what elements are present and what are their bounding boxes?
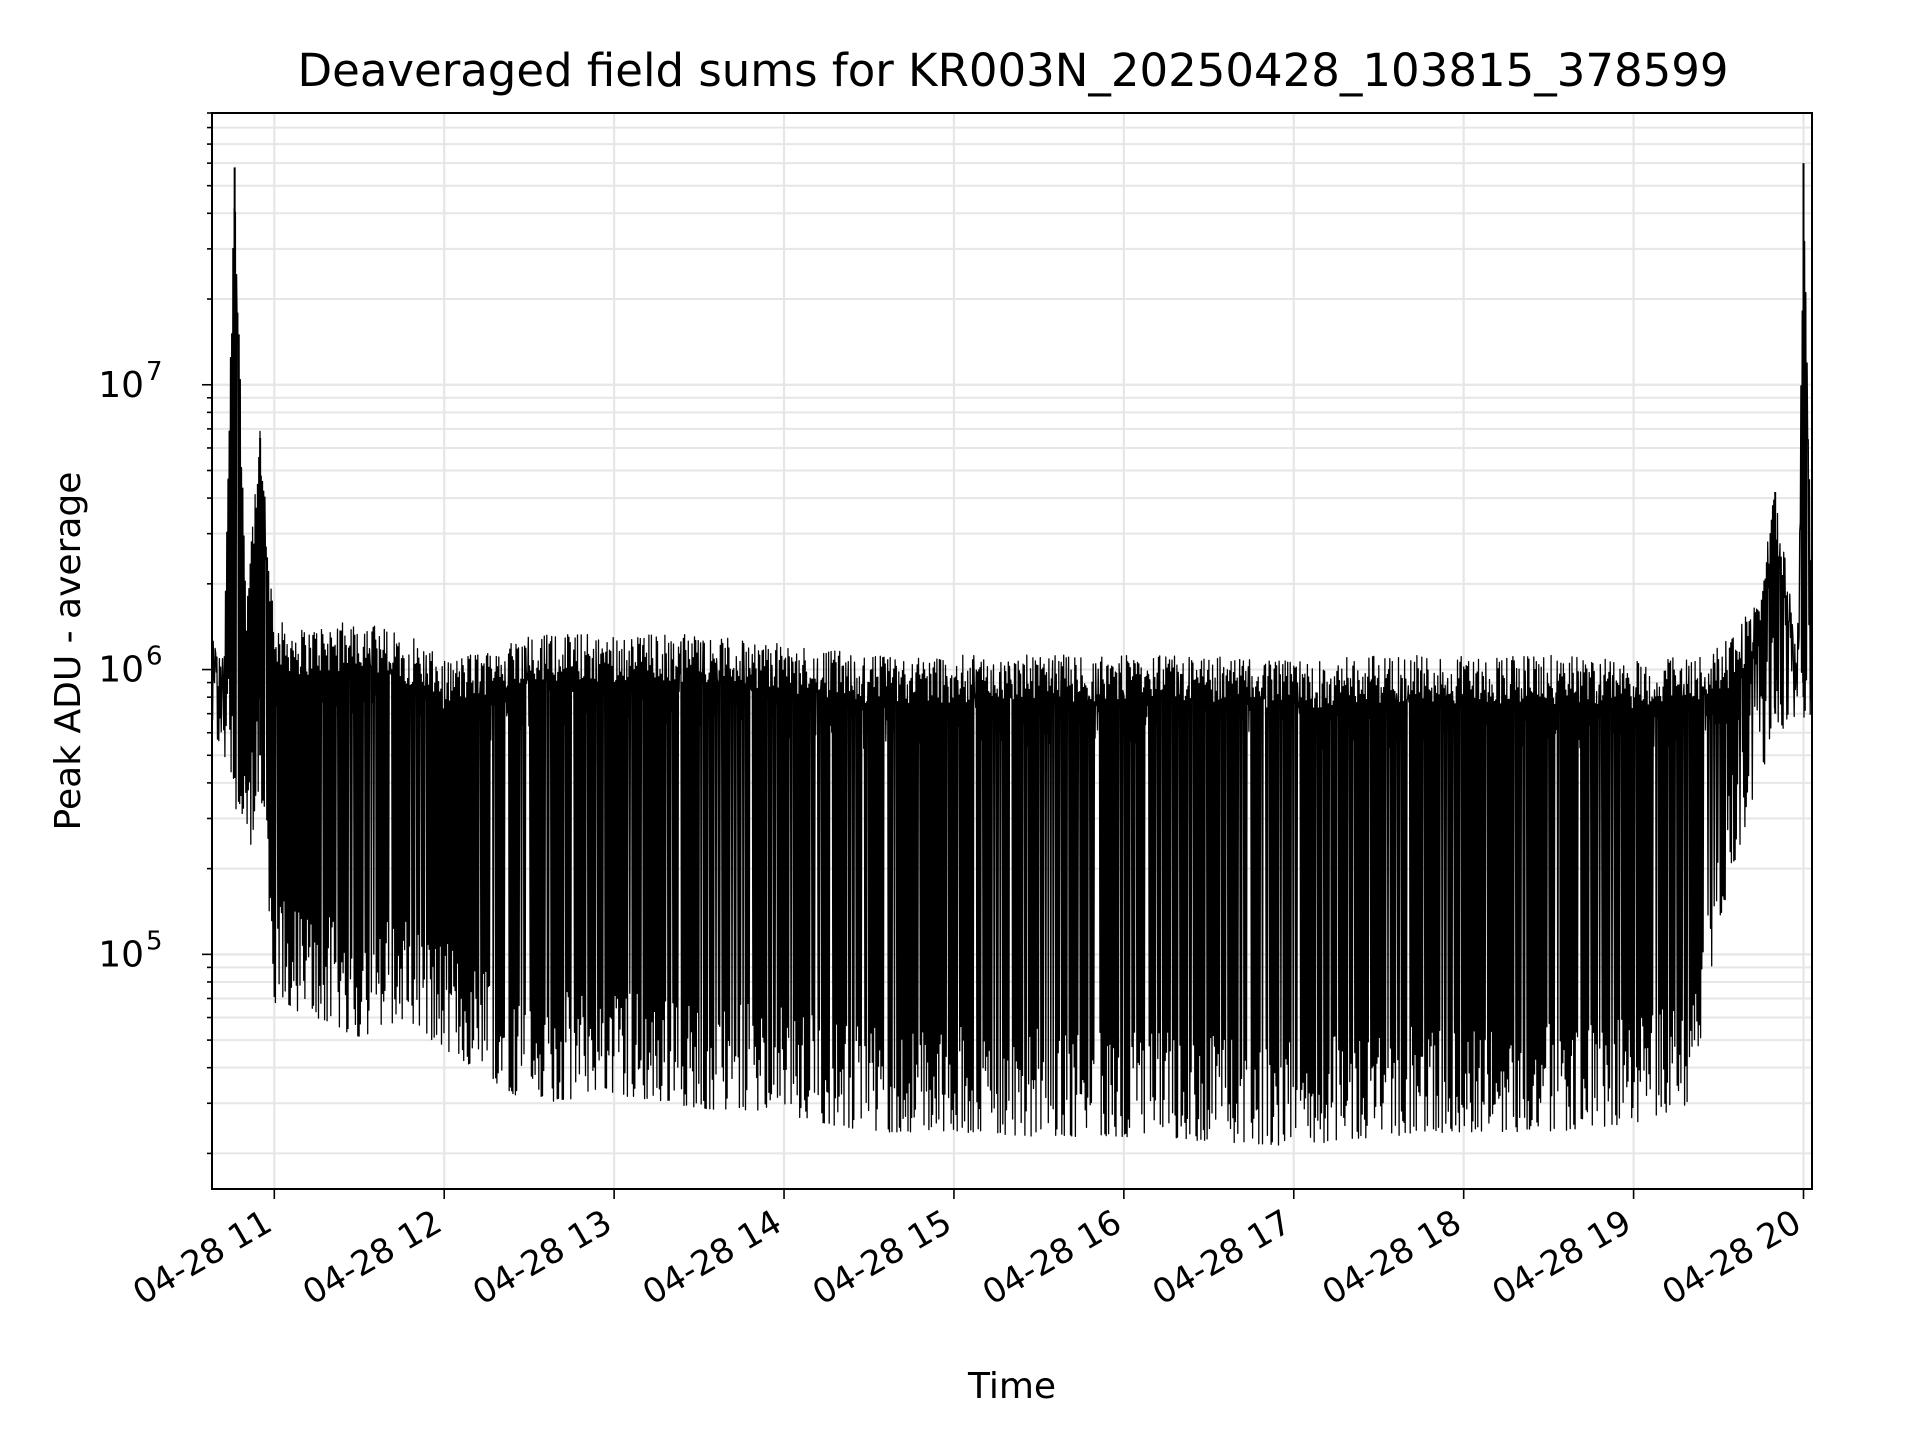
plot-frame — [211, 112, 1813, 1190]
x-axis-label: Time — [967, 1366, 1056, 1407]
y-tick-label: 10 — [98, 934, 144, 975]
y-tick-exponent: 6 — [146, 642, 163, 672]
y-axis-label: Peak ADU - average — [48, 472, 89, 831]
y-tick-exponent: 7 — [146, 357, 163, 387]
data-series — [211, 163, 1813, 1146]
chart-title: Deaveraged field sums for KR003N_2025042… — [298, 44, 1729, 97]
y-tick-label: 10 — [98, 650, 144, 691]
y-tick-exponent: 5 — [146, 926, 163, 956]
y-tick-label: 10 — [98, 365, 144, 406]
data-line — [211, 173, 1813, 1146]
